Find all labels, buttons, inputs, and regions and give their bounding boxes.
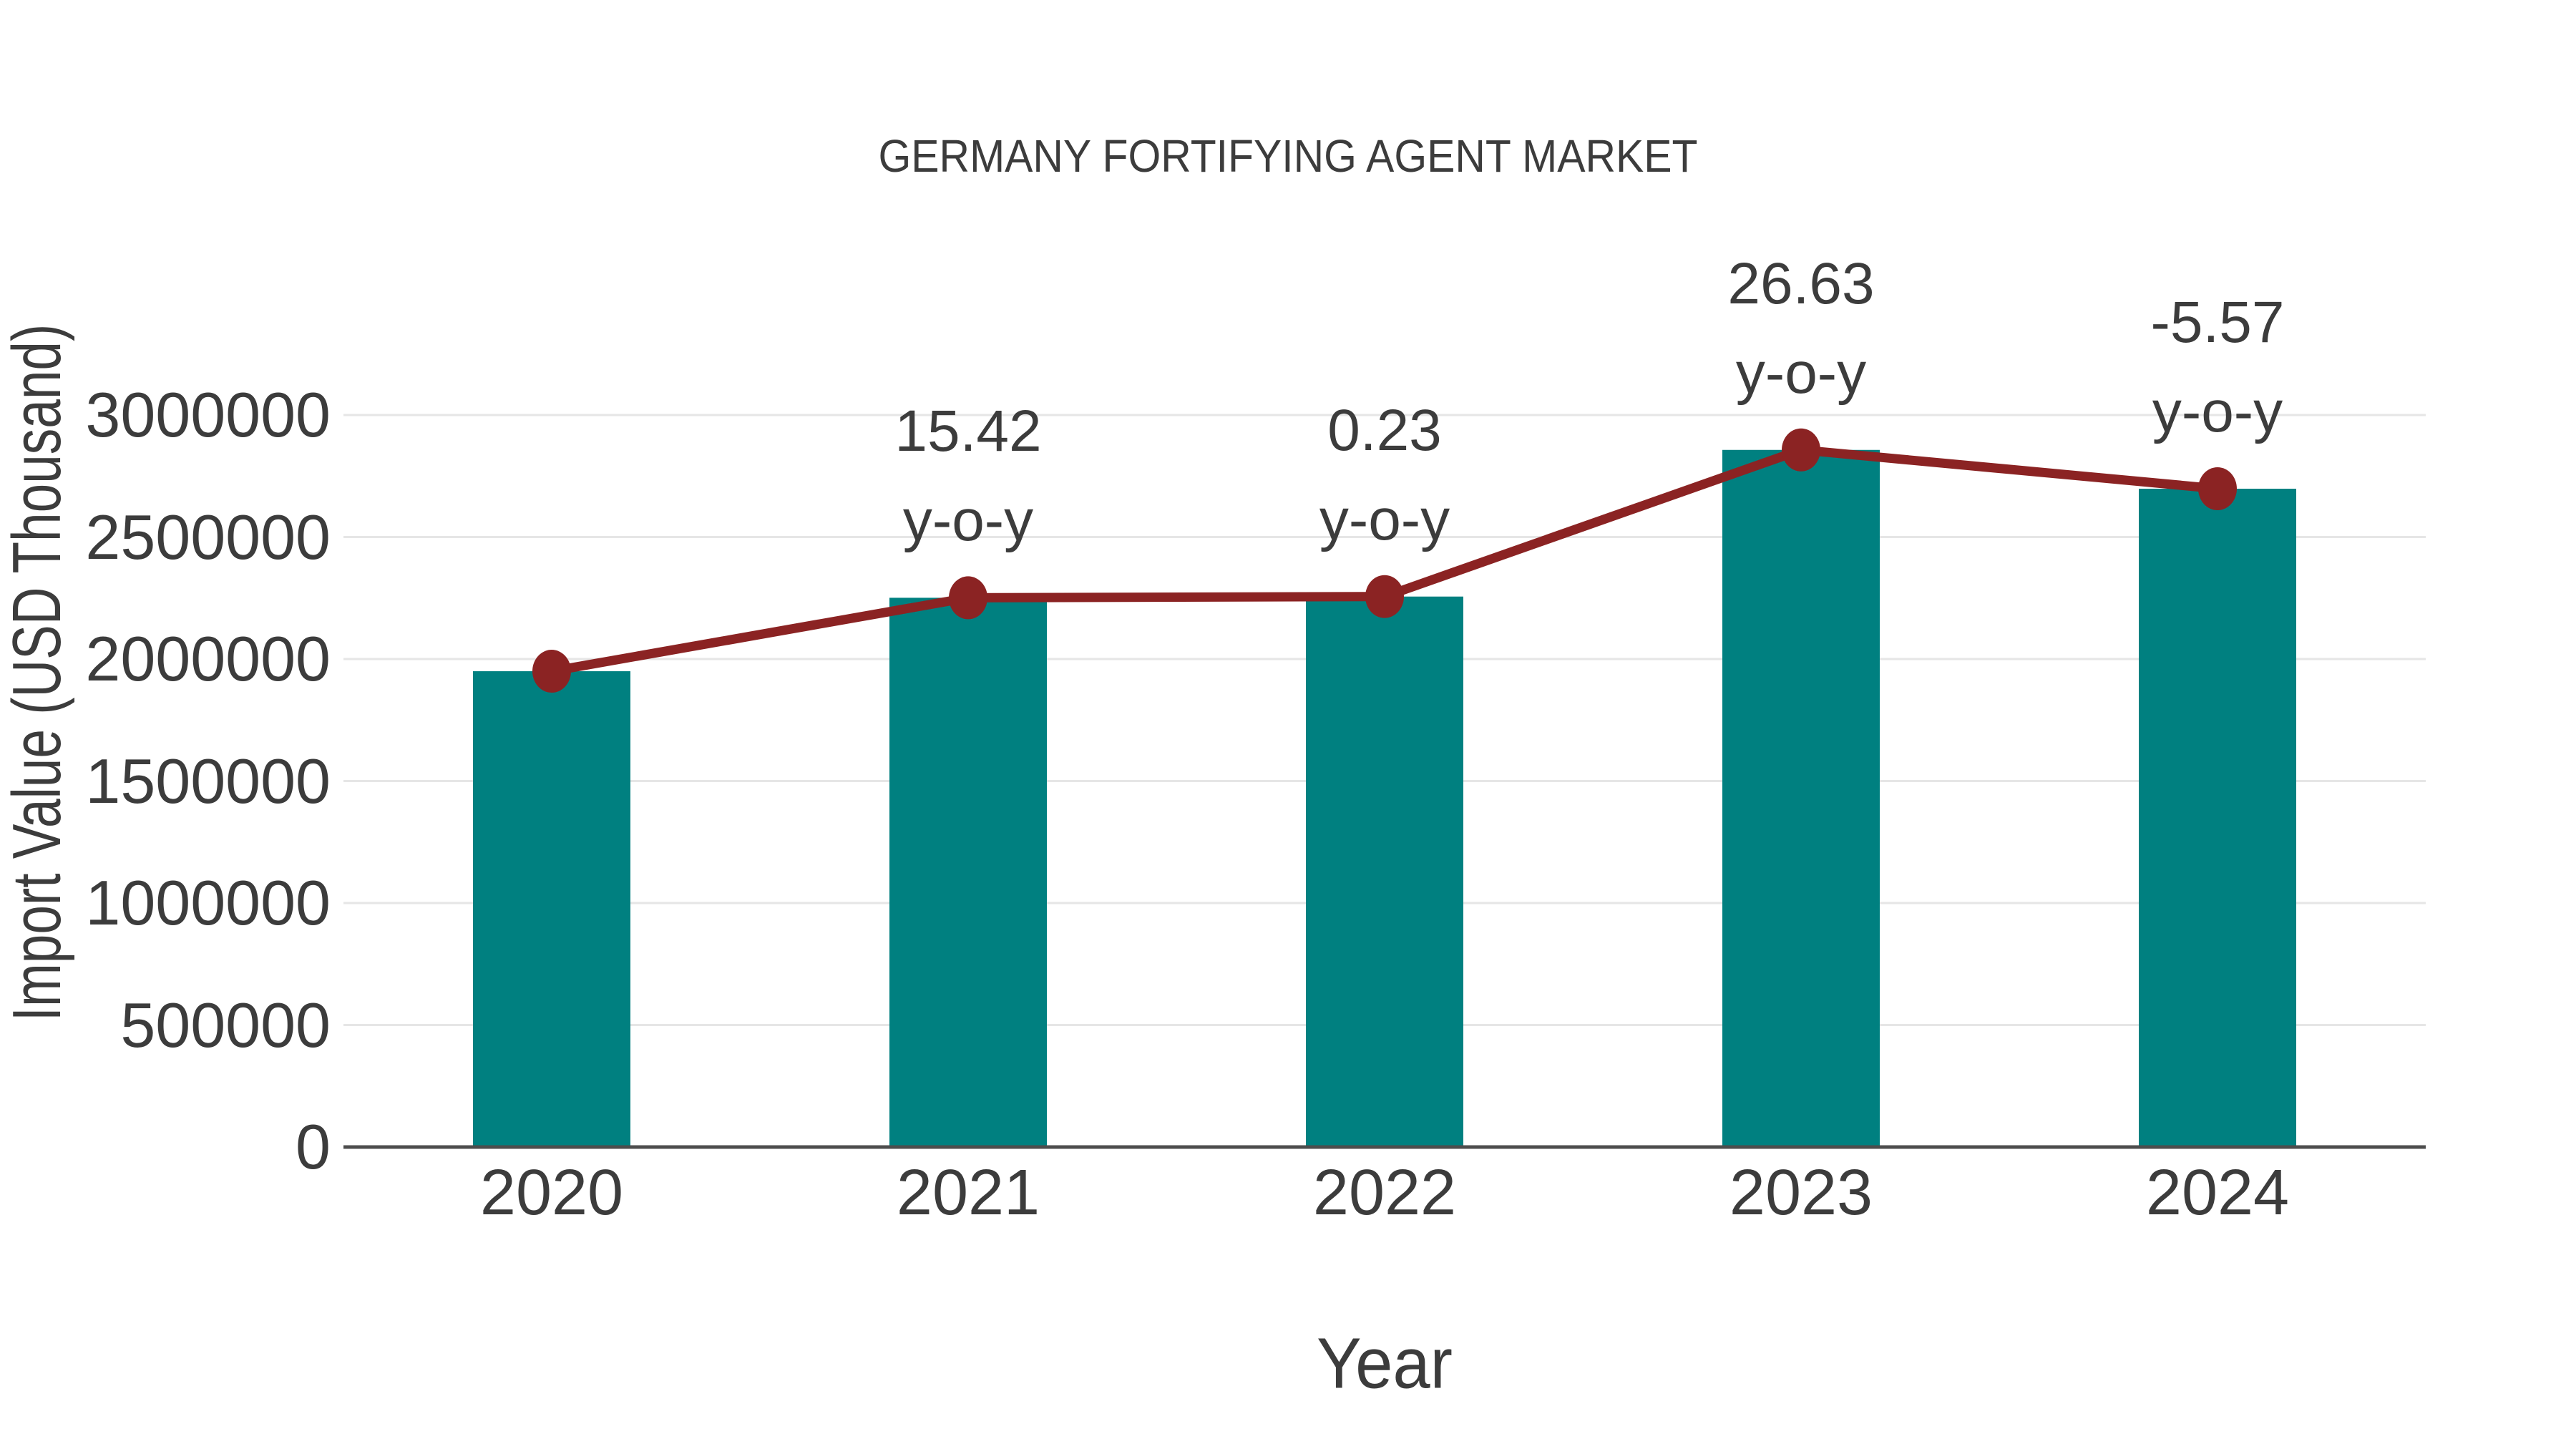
yoy-value: 15.42	[894, 399, 1042, 464]
yoy-label: y-o-y	[902, 488, 1034, 554]
marker-2023	[1782, 428, 1820, 472]
yoy-annotation-2023: 26.63 y-o-y	[1727, 239, 1874, 418]
x-tick-label: 2022	[1312, 1157, 1457, 1229]
yoy-annotation-2021: 15.42 y-o-y	[894, 386, 1041, 565]
marker-2024	[2198, 467, 2237, 510]
bar-2024	[2139, 488, 2296, 1147]
x-tick-label: 2024	[2145, 1157, 2290, 1229]
y-tick-label: 0	[296, 1111, 331, 1182]
y-axis-title: Import Value (USD Thousand)	[0, 323, 75, 1022]
marker-2021	[949, 576, 987, 620]
y-tick-label: 2000000	[85, 623, 331, 694]
yoy-value: 0.23	[1327, 397, 1442, 463]
x-tick-label: 2021	[896, 1157, 1040, 1229]
chart-title: GERMANY FORTIFYING AGENT MARKET	[878, 130, 1698, 182]
bar-2021	[889, 597, 1047, 1147]
bar-2020	[473, 671, 630, 1147]
x-tick-label: 2023	[1729, 1157, 1873, 1229]
bar-2023	[1722, 449, 1880, 1147]
yoy-label: y-o-y	[2152, 379, 2283, 444]
marker-2022	[1365, 575, 1404, 618]
x-tick-label: 2020	[479, 1157, 624, 1229]
yoy-label: y-o-y	[1319, 487, 1450, 552]
y-tick-label: 500000	[120, 989, 331, 1060]
x-axis-title: Year	[1317, 1323, 1453, 1404]
y-tick-label: 1500000	[85, 745, 331, 816]
marker-2020	[532, 650, 571, 693]
yoy-label: y-o-y	[1735, 340, 1867, 406]
bar-2022	[1306, 596, 1463, 1147]
y-tick-label: 1000000	[85, 867, 331, 938]
y-tick-label: 3000000	[85, 379, 331, 450]
yoy-annotation-2022: 0.23 y-o-y	[1319, 386, 1450, 565]
yoy-annotation-2024: -5.57 y-o-y	[2151, 278, 2285, 457]
y-tick-label: 2500000	[85, 501, 331, 572]
yoy-value: 26.63	[1727, 250, 1875, 316]
yoy-value: -5.57	[2150, 289, 2285, 355]
